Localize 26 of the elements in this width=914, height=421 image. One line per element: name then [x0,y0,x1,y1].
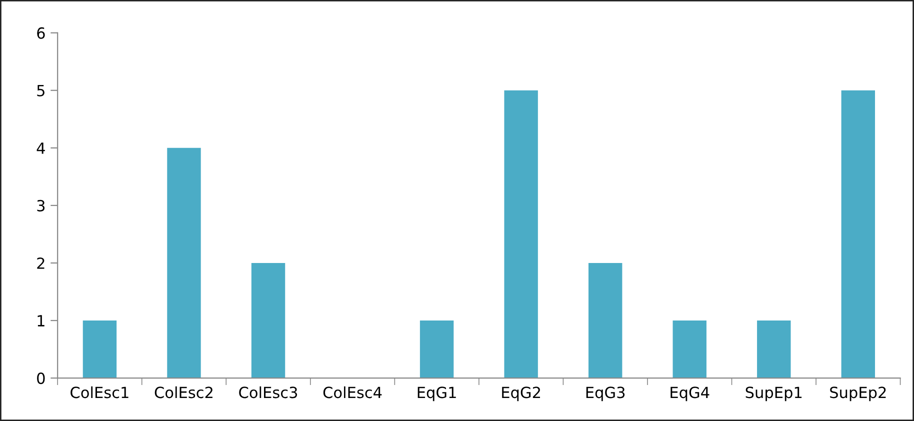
x-tick-label: ColEsc1 [70,386,128,398]
x-tick-label: EqG2 [502,386,540,402]
bar [251,262,286,378]
y-tick-label: 3 [37,200,45,212]
bar [420,320,454,378]
x-tick-label: EqG1 [418,386,456,402]
bar [167,148,201,378]
bar [588,262,622,378]
bar [757,320,791,378]
y-tick-label: 5 [37,85,44,96]
bar [82,320,117,378]
bar [841,90,876,378]
y-tick-label: 2 [37,257,44,269]
y-tick-label: 1 [38,315,44,326]
y-tick-label: 0 [37,372,45,384]
x-tick-label: ColEsc4 [323,386,382,398]
x-tick-label: SupEp2 [830,386,886,402]
y-tick-label: 6 [37,27,45,39]
bar [504,90,538,378]
bar [672,320,706,378]
x-tick-label: EqG4 [670,386,710,402]
x-tick-label: ColEsc2 [154,386,212,398]
y-tick-label: 4 [36,142,45,154]
x-tick-label: SupEp1 [746,386,802,402]
x-tick-label: EqG3 [586,386,625,402]
x-tick-label: ColEsc3 [239,386,298,398]
